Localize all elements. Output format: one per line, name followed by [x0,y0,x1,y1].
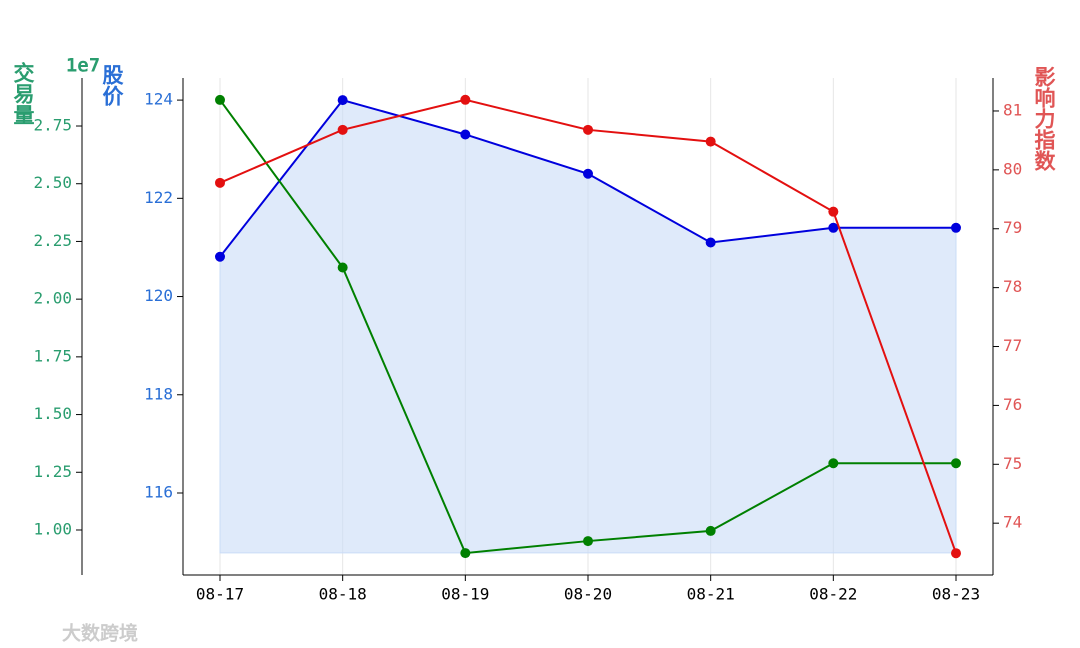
point [951,222,961,233]
x-tick-label: 08-21 [687,585,735,604]
y2-tick-label: 2.50 [33,173,72,192]
y3-axis-label: 影响力指数 [1032,66,1056,172]
x-tick-label: 08-22 [809,585,857,604]
point [705,136,716,147]
y-axis-label: 股价 [100,64,124,107]
point [583,536,593,547]
x-tick-label: 08-18 [319,585,367,604]
y2-tick-label: 1.50 [33,404,72,423]
y2-tick-label: 2.75 [33,116,72,135]
y-tick-label: 124 [144,90,173,109]
y2-offset: 1e7 [66,55,100,77]
y3-tick-label: 75 [1003,454,1022,473]
point [460,94,471,105]
point [583,124,593,135]
y2-tick-label: 2.25 [33,231,72,250]
y3-tick-label: 77 [1003,336,1022,355]
y-tick-label: 120 [144,286,173,305]
point [460,548,471,559]
y-tick-label: 122 [144,188,173,207]
x-tick-label: 08-19 [441,585,489,604]
x-tick-label: 08-17 [196,585,244,604]
point [951,458,961,469]
y-tick-label: 118 [144,384,173,403]
point [828,206,839,217]
point [583,168,593,179]
y3-tick-label: 78 [1003,277,1022,296]
point [460,129,471,140]
y3-tick-label: 74 [1003,513,1022,532]
y3-tick-label: 80 [1003,159,1022,178]
point [215,177,225,188]
point [337,95,348,106]
point [951,548,961,559]
point [337,262,348,273]
point [215,251,225,262]
point [705,525,716,536]
watermark: 大数跨境 [62,622,138,645]
y3-tick-label: 79 [1003,218,1022,237]
point [828,222,839,233]
point [705,237,716,248]
y2-axis-label: 交易量 [11,61,35,125]
point [828,458,839,469]
y3-tick-label: 76 [1003,395,1022,414]
y2-tick-label: 1.75 [33,346,72,365]
y2-tick-label: 1.00 [33,519,72,538]
x-tick-label: 08-20 [564,585,612,604]
y2-tick-label: 2.00 [33,289,72,308]
point [337,124,348,135]
plot: 08-17 08-18 08-19 08-20 08-21 08-22 08-23 116 11… [33,78,1022,604]
y3-tick-label: 81 [1003,100,1022,119]
point [215,94,225,105]
x-tick-label: 08-23 [932,585,980,604]
y2-tick-label: 1.25 [33,462,72,481]
y-tick-label: 116 [144,482,173,501]
